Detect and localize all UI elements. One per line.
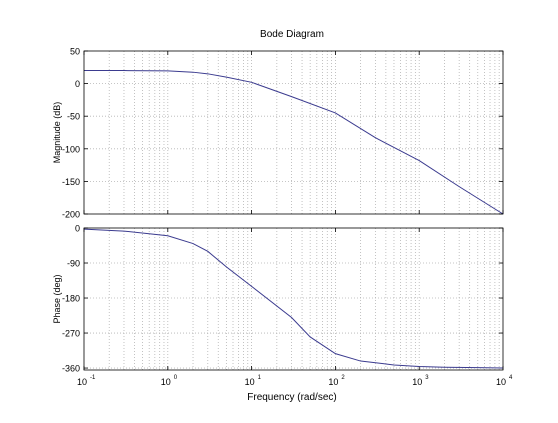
x-tick-exponent: 2: [341, 375, 345, 381]
plot-area: [84, 51, 503, 214]
y-tick-label: -100: [62, 144, 80, 154]
x-tick-exponent: 1: [258, 375, 262, 381]
x-tick-exponent: 0: [174, 375, 178, 381]
x-tick-label: 10: [328, 377, 338, 387]
y-tick-label: -150: [62, 177, 80, 187]
y-tick-label: 50: [70, 47, 80, 57]
phase-panel: 0 -90 -180 -270 -360 Phase (deg): [52, 224, 504, 374]
chart-title: Bode Diagram: [260, 29, 324, 40]
y-tick-label: 0: [75, 79, 80, 89]
x-tick-labels: 10 -1 10 0 10 1 10 2 10 3 10 4: [77, 375, 513, 387]
y-tick-label: -270: [62, 329, 80, 339]
x-tick-exponent: 3: [425, 375, 429, 381]
x-tick-label: 10: [161, 377, 171, 387]
x-tick-label: 10: [496, 377, 506, 387]
x-tick-label: 10: [412, 377, 422, 387]
magnitude-panel: 50 0 -50 -100 -150 -200 Magnitude (dB): [52, 47, 504, 220]
x-tick-label: 10: [77, 377, 87, 387]
y-axis-label: Phase (deg): [52, 274, 62, 323]
y-tick-label: 0: [75, 224, 80, 234]
plot-area: [84, 228, 503, 370]
y-tick-label: -50: [67, 112, 80, 122]
y-tick-label: -200: [62, 210, 80, 220]
y-tick-label: -360: [62, 364, 80, 374]
x-axis-label: Frequency (rad/sec): [247, 392, 336, 403]
axes-box: [83, 227, 504, 371]
x-tick-exponent: -1: [90, 375, 96, 381]
series-line: [84, 70, 504, 215]
y-tick-label: -180: [62, 294, 80, 304]
y-tick-label: -90: [67, 259, 80, 269]
y-axis-label: Magnitude (dB): [52, 102, 62, 164]
axes-box: [83, 50, 504, 215]
series-line: [83, 228, 504, 369]
x-tick-exponent: 4: [509, 375, 513, 381]
x-tick-label: 10: [245, 377, 255, 387]
